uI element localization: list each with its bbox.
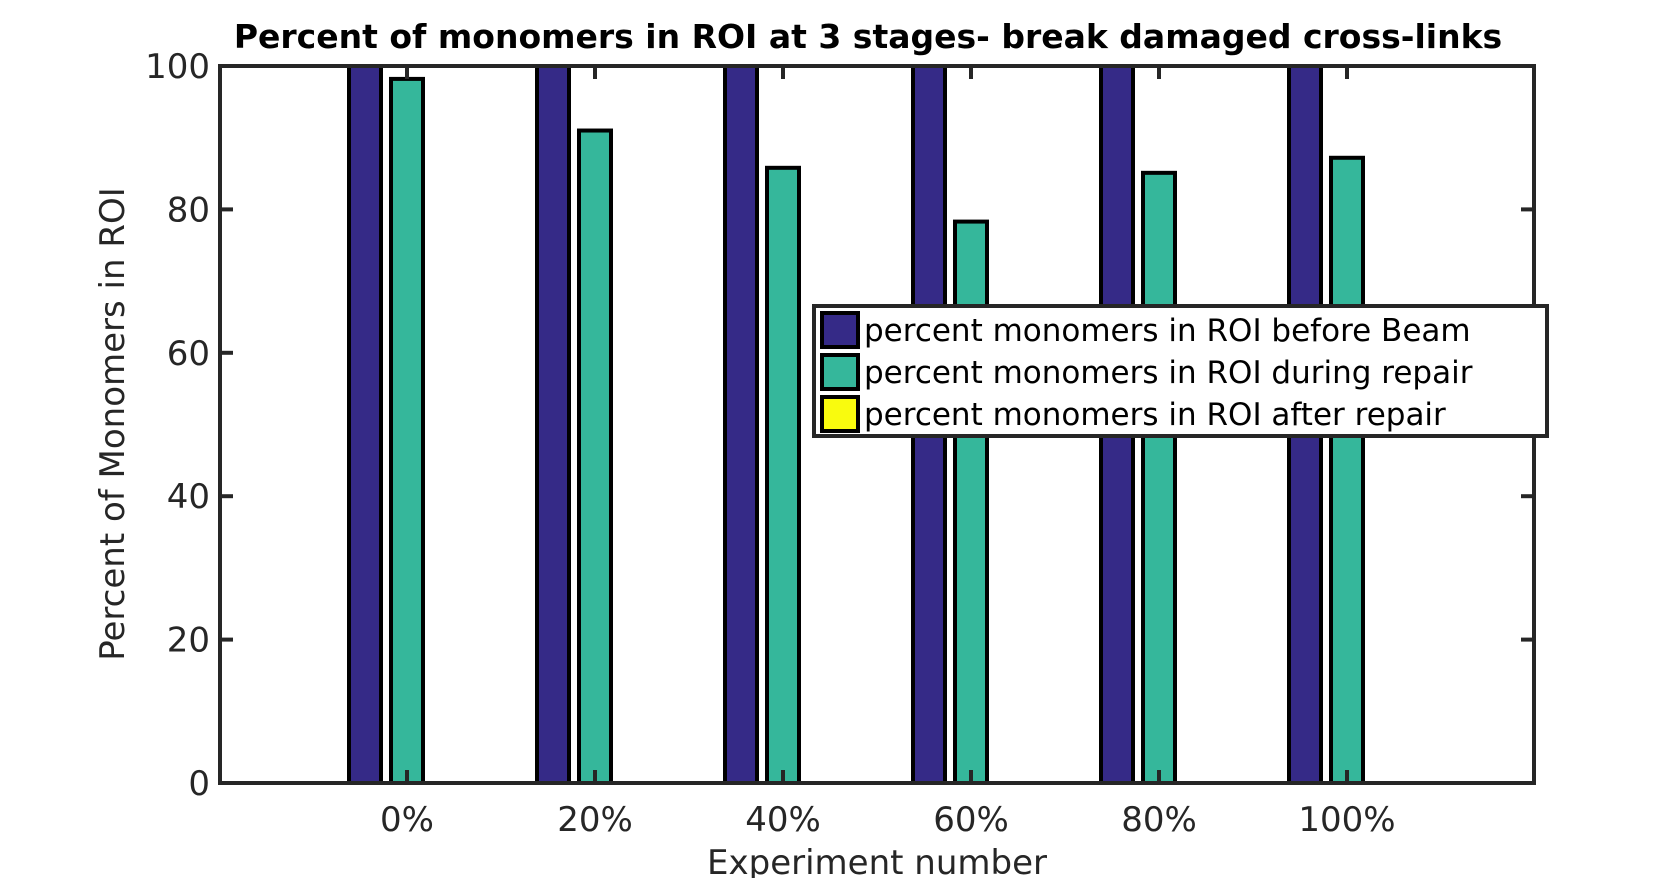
x-tick-label: 80%	[1121, 800, 1197, 840]
x-tick-label: 60%	[933, 800, 1009, 840]
legend-label-3: percent monomers in ROI after repair	[864, 397, 1446, 433]
x-tick-label: 0%	[380, 800, 434, 840]
bar-series-2-100%	[1329, 155, 1365, 785]
y-tick-label: 20	[167, 621, 210, 661]
bar-series-2-0%	[389, 76, 425, 785]
bar-series-1-40%	[723, 64, 759, 785]
x-tick-labels: 0% 20% 40% 60% 80% 100%	[380, 800, 1396, 840]
bar-series-2-80%	[1141, 170, 1177, 785]
bar-series-1-0%	[347, 64, 383, 785]
bar-series-2-20%	[577, 128, 613, 785]
y-tick-label: 0	[188, 764, 210, 804]
legend-box	[812, 304, 1549, 438]
legend-label-1: percent monomers in ROI before Beam	[864, 313, 1471, 349]
x-tick-label: 100%	[1298, 800, 1395, 840]
legend-label-2: percent monomers in ROI during repair	[864, 355, 1473, 391]
x-tick-label: 40%	[745, 800, 821, 840]
chart-title: Percent of monomers in ROI at 3 stages- …	[234, 17, 1502, 56]
legend-swatch-2	[820, 353, 860, 391]
y-tick-labels: 0 20 40 60 80 100	[145, 47, 210, 804]
y-tick-label: 60	[167, 334, 210, 374]
legend-swatch-3	[820, 395, 860, 433]
y-tick-label: 40	[167, 477, 210, 517]
bar-series-1-20%	[535, 64, 571, 785]
y-tick-label: 80	[167, 190, 210, 230]
legend-swatch-1	[820, 311, 860, 349]
x-tick-label: 20%	[557, 800, 633, 840]
legend: percent monomers in ROI before Beam perce…	[812, 304, 1549, 438]
x-axis-label: Experiment number	[707, 843, 1047, 878]
bar-series-2-40%	[765, 165, 801, 785]
y-axis-label: Percent of Monomers in ROI	[93, 187, 133, 661]
y-tick-label: 100	[145, 47, 210, 87]
